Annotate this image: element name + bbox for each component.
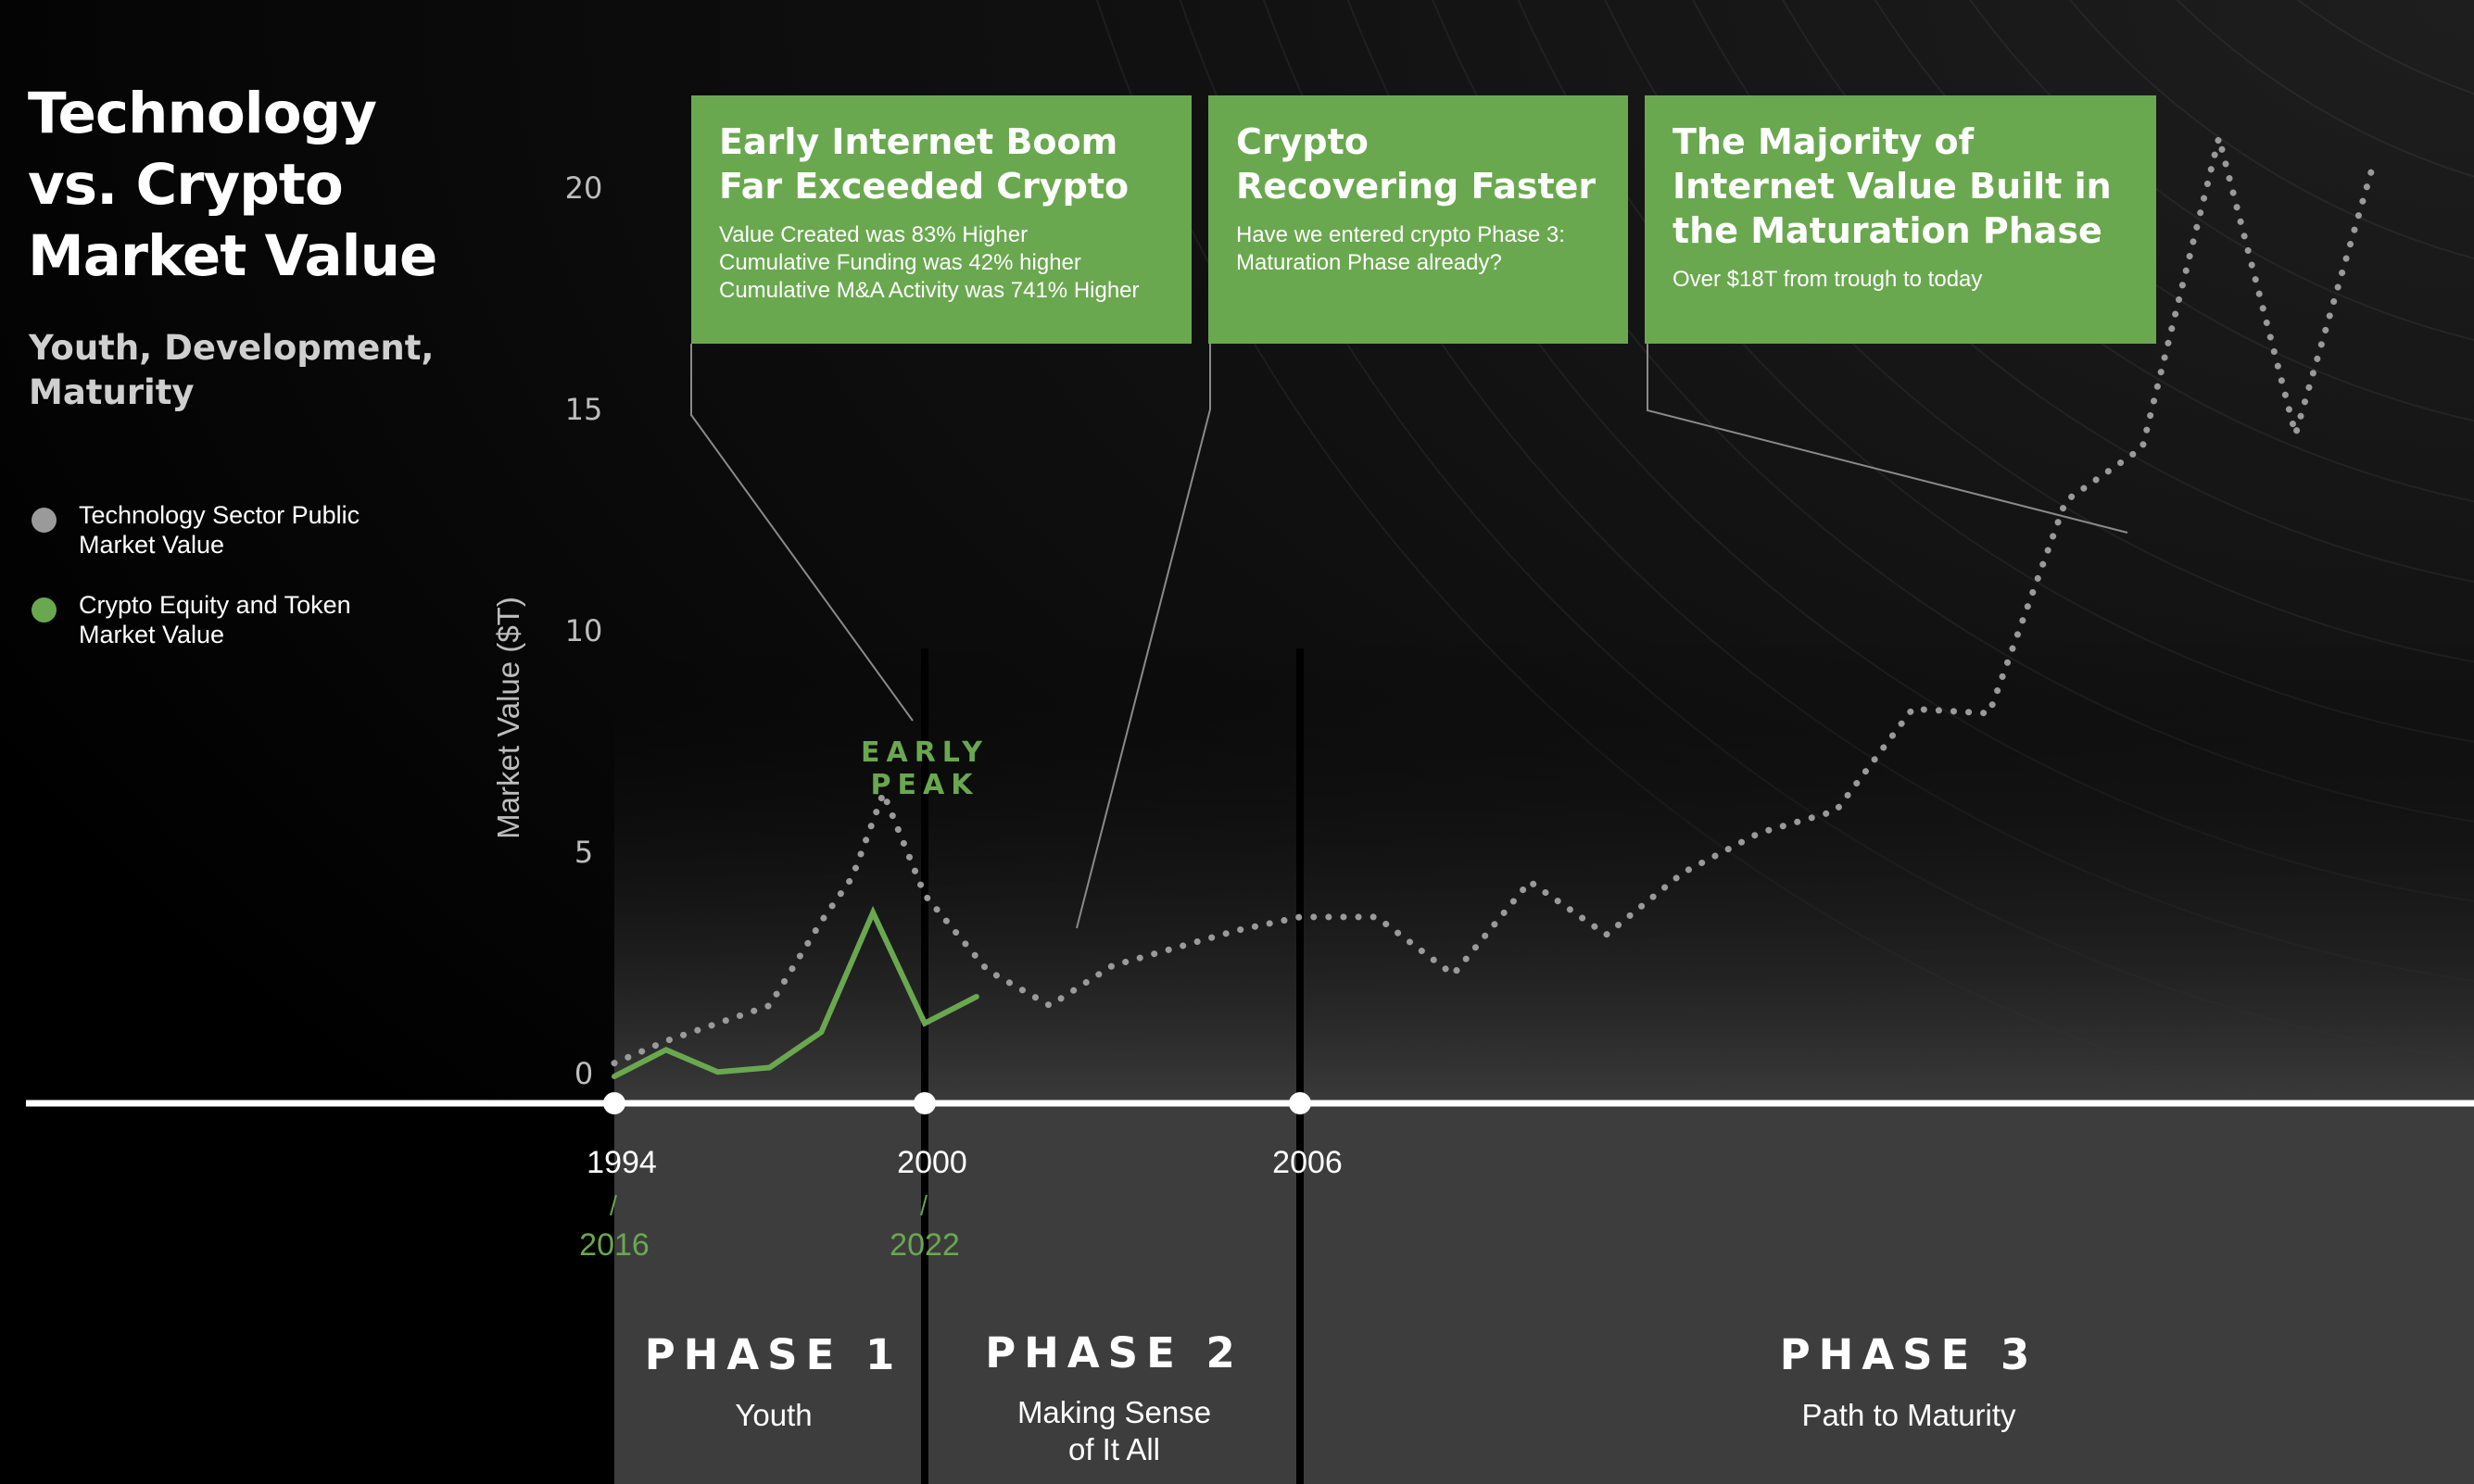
- technology-line: [611, 134, 2376, 1067]
- legend-item-technology: Technology Sector Public Market Value: [32, 500, 458, 560]
- chart-subtitle: Youth, Development, Maturity: [29, 328, 435, 412]
- callout-title: Early Internet Boom Far Exceeded Crypto: [719, 121, 1130, 207]
- y-tick-label: 20: [565, 170, 603, 206]
- y-tick-label: 0: [574, 1056, 593, 1091]
- x-tick-slash: [920, 1194, 928, 1216]
- legend-dot-green-icon: [32, 597, 57, 623]
- y-axis-ticks: 0 5 10 15 20: [565, 170, 603, 1091]
- y-tick-label: 5: [574, 835, 593, 870]
- legend-label-crypto: Crypto Equity and Token Market Value: [79, 591, 351, 648]
- x-tick-dot: [603, 1092, 625, 1114]
- callout-body: Have we entered crypto Phase 3: Maturati…: [1236, 222, 1565, 275]
- callout-crypto-recovering: Crypto Recovering Faster Have we entered…: [1208, 95, 1628, 344]
- left-mask: [0, 1103, 614, 1484]
- callout-title: Crypto Recovering Faster: [1236, 121, 1597, 207]
- legend-label-technology: Technology Sector Public Market Value: [79, 501, 360, 559]
- x-tick-dot: [914, 1092, 936, 1114]
- x-tick-crypto-label: 2022: [890, 1227, 960, 1263]
- phase-3-desc: Path to Maturity: [1801, 1398, 2016, 1432]
- phase-1-desc: Youth: [735, 1398, 813, 1432]
- plot-shade: [614, 630, 2474, 1102]
- leader-line-1: [690, 344, 914, 722]
- legend-item-crypto: Crypto Equity and Token Market Value: [32, 590, 458, 649]
- phase-divider-1: [921, 648, 928, 1484]
- callout-title: The Majority of Internet Value Built in …: [1672, 121, 2112, 251]
- chart-title: Technology vs. Crypto Market Value: [28, 81, 437, 289]
- callout-early-internet-boom: Early Internet Boom Far Exceeded Crypto …: [691, 95, 1192, 344]
- callout-body: Over $18T from trough to today: [1672, 267, 1983, 292]
- callout-body: Value Created was 83% Higher Cumulative …: [719, 222, 1140, 303]
- crypto-line: [612, 905, 979, 1079]
- phase-2-label: PHASE 2: [985, 1328, 1243, 1377]
- phase-divider-2: [1296, 648, 1304, 1484]
- x-tick-label: 1994: [587, 1145, 657, 1180]
- early-peak-line1: EARLY: [861, 736, 989, 769]
- legend-dot-gray-icon: [32, 508, 57, 533]
- x-tick-label: 2000: [897, 1145, 967, 1180]
- y-tick-label: 15: [565, 392, 603, 427]
- phase-3-label: PHASE 3: [1779, 1330, 2039, 1379]
- x-tick-dot: [1289, 1092, 1311, 1114]
- x-tick-label: 2006: [1272, 1145, 1343, 1180]
- x-axis-ticks: 199420162000202220062023: [579, 1092, 1343, 1263]
- callout-leader-lines: [690, 344, 2128, 929]
- leader-line-3: [1647, 344, 2128, 534]
- series-technology: [611, 134, 2376, 1067]
- phase-1-label: PHASE 1: [644, 1330, 903, 1379]
- callout-maturation-phase: The Majority of Internet Value Built in …: [1645, 95, 2156, 344]
- x-tick-slash: [610, 1194, 617, 1216]
- phase-2-desc: Making Sense of It All: [1016, 1395, 1212, 1466]
- leader-line-2: [1076, 344, 1211, 929]
- early-peak-line2: PEAK: [871, 769, 979, 801]
- series-crypto: [612, 905, 979, 1079]
- x-tick-crypto-label: 2016: [579, 1227, 650, 1263]
- y-axis-label: Market Value ($T): [491, 597, 525, 839]
- y-tick-label: 10: [565, 613, 603, 648]
